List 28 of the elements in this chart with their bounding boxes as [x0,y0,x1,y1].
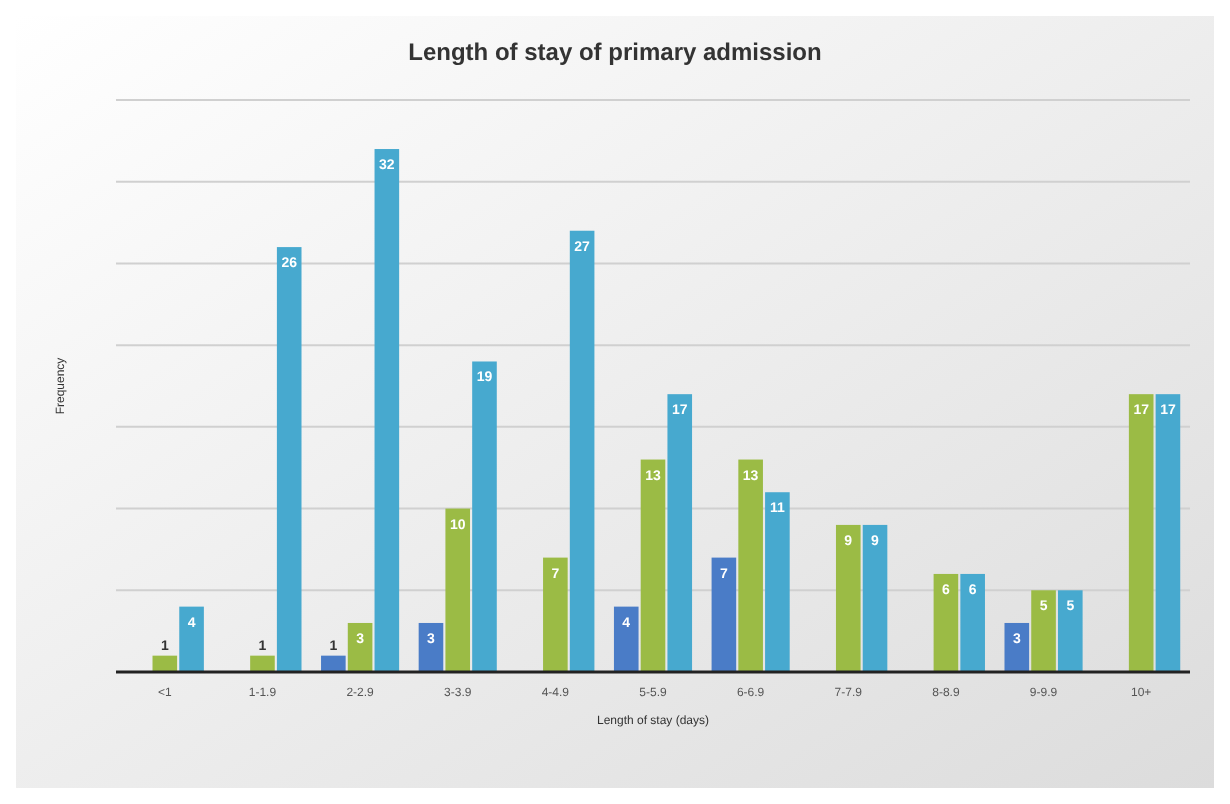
bar [1004,622,1030,672]
bar [543,557,568,672]
bar [179,606,204,672]
bar [472,361,497,672]
bar [640,459,666,672]
bar [569,230,595,672]
bar [250,655,275,672]
bar [613,606,639,672]
bar [276,247,302,672]
bar [418,622,444,672]
bar [1057,590,1083,672]
bar [835,524,861,672]
bar [711,557,737,672]
bar [1031,590,1056,672]
bar [862,524,888,672]
bar [152,655,178,672]
bar [765,492,790,672]
bar [1155,394,1181,672]
bar [321,655,346,672]
bar [445,508,471,672]
chart-title: Length of stay of primary admission [408,38,822,66]
bar [347,622,373,672]
bar [933,573,959,672]
bar [667,394,693,672]
bar [1128,394,1154,672]
bar [374,149,400,672]
bar [960,573,985,672]
bar [738,459,763,672]
